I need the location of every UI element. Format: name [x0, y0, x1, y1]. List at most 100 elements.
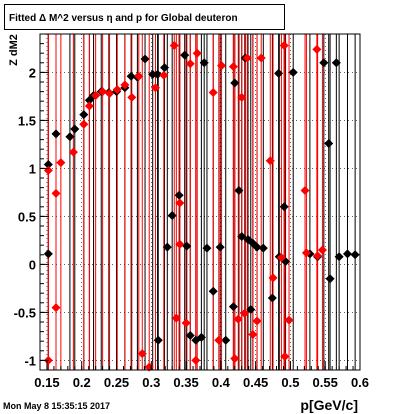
red-data-point: [79, 119, 89, 129]
footer-timestamp: Mon May 8 15:35:15 2017: [3, 401, 110, 411]
x-axis-label: p[GeV/c]: [300, 397, 358, 413]
red-data-point: [252, 316, 262, 326]
black-data-point: [252, 242, 262, 252]
red-data-point: [300, 185, 310, 195]
red-data-point: [230, 353, 240, 363]
black-data-point: [199, 58, 209, 68]
red-data-point: [279, 41, 289, 51]
black-data-point: [319, 58, 329, 68]
red-data-point: [280, 352, 290, 362]
data-markers: [43, 41, 360, 372]
black-data-point: [148, 69, 158, 79]
red-data-point: [312, 44, 322, 54]
black-data-point: [324, 138, 334, 148]
red-data-point: [175, 239, 185, 249]
red-data-point: [56, 158, 66, 168]
x-tick-label: 0.3: [142, 375, 160, 390]
x-tick-label: 0.25: [104, 375, 129, 390]
black-data-point: [325, 274, 335, 284]
black-data-point: [221, 335, 231, 345]
y-tick-label: -1: [24, 353, 36, 368]
black-data-point: [196, 332, 206, 342]
black-data-point: [153, 69, 163, 79]
black-data-point: [51, 129, 61, 139]
red-data-point: [191, 355, 201, 365]
red-data-point: [317, 245, 327, 255]
red-data-point: [265, 156, 275, 166]
x-tick-label: 0.15: [34, 375, 59, 390]
black-data-point: [167, 210, 177, 220]
black-data-point: [215, 242, 225, 252]
red-data-point: [150, 83, 160, 93]
x-tick-label: 0.5: [281, 375, 299, 390]
black-data-point: [342, 249, 352, 259]
y-tick-label: -0.5: [14, 305, 36, 320]
axes: 0.15 0.2 0.25 0.3 0.35 0.4 0.45 0.5 0.55 0.6 -1 -0.…: [14, 33, 369, 390]
black-data-point: [79, 110, 89, 120]
red-data-point: [208, 88, 218, 98]
red-data-point: [171, 313, 181, 323]
black-data-point: [180, 50, 190, 60]
y-axis-label: Z dM2: [8, 34, 20, 66]
y-tick-label: 1: [29, 161, 36, 176]
black-data-point: [234, 185, 244, 195]
black-data-point: [267, 293, 277, 303]
red-data-point: [51, 188, 61, 198]
x-tick-label: 0.35: [173, 375, 198, 390]
red-data-point: [127, 92, 137, 102]
red-data-point: [240, 308, 250, 318]
black-data-point: [65, 132, 75, 142]
x-tick-label: 0.55: [313, 375, 338, 390]
black-data-point: [70, 124, 80, 134]
x-tick-label: 0.4: [212, 375, 231, 390]
black-data-point: [228, 302, 238, 312]
red-data-point: [112, 85, 122, 95]
black-data-point: [140, 54, 150, 64]
red-data-point: [169, 41, 179, 51]
red-data-point: [233, 314, 243, 324]
y-tick-label: 1.5: [18, 113, 36, 128]
black-data-point: [331, 58, 341, 68]
red-data-point: [276, 253, 286, 263]
black-data-point: [43, 160, 53, 170]
black-data-point: [237, 232, 247, 242]
red-data-point: [185, 59, 195, 69]
red-data-point: [248, 329, 258, 339]
y-tick-label: 0.5: [18, 209, 36, 224]
red-data-point: [256, 53, 266, 63]
red-data-point: [68, 147, 78, 157]
red-data-point: [301, 248, 311, 258]
title-box: [4, 4, 285, 30]
error-bars: [44, 34, 360, 370]
red-data-point: [98, 87, 108, 97]
black-data-point: [334, 252, 344, 262]
y-tick-label: 0: [29, 257, 36, 272]
black-data-point: [279, 202, 289, 212]
red-data-point: [217, 61, 227, 71]
red-data-point: [159, 70, 169, 80]
red-data-point: [91, 90, 101, 100]
red-data-point: [134, 71, 144, 81]
red-data-point: [214, 335, 224, 345]
black-data-point: [230, 78, 240, 88]
chart-title: Fitted Δ M^2 versus η and p for Global d…: [9, 13, 238, 24]
black-data-point: [126, 71, 136, 81]
red-data-point: [237, 92, 247, 102]
black-data-point: [246, 305, 256, 315]
black-data-point: [274, 68, 284, 78]
red-data-point: [284, 315, 294, 325]
red-data-point: [228, 62, 238, 72]
black-data-point: [208, 286, 218, 296]
red-data-point: [105, 89, 115, 99]
x-tick-label: 0.6: [351, 375, 369, 390]
black-data-point: [153, 335, 163, 345]
black-data-point: [185, 330, 195, 340]
black-data-point: [162, 242, 172, 252]
red-data-point: [268, 273, 278, 283]
black-data-point: [174, 190, 184, 200]
black-data-point: [350, 250, 360, 260]
black-data-point: [43, 249, 53, 259]
